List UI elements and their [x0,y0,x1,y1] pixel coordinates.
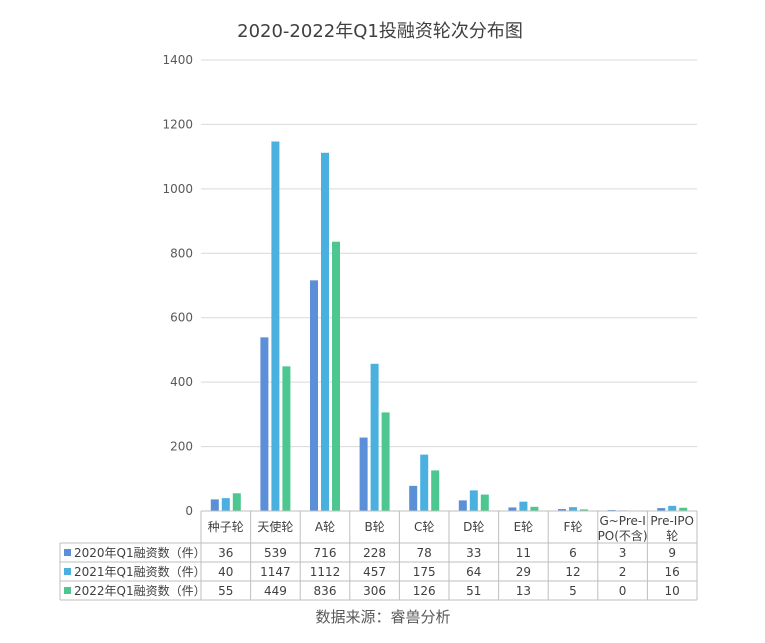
data-label: 64 [466,565,481,579]
y-tick-label: 1000 [162,182,193,196]
y-tick-label: 0 [185,504,193,518]
data-label: 29 [516,565,531,579]
category-label: C轮 [414,520,434,534]
data-label: 716 [314,546,337,560]
y-tick-label: 600 [170,311,193,325]
bar [221,498,230,511]
bars [210,141,688,511]
data-label: 2 [619,565,627,579]
category-label: B轮 [364,520,384,534]
data-label: 9 [668,546,676,560]
legend-label: 2021年Q1融资数（件） [74,564,206,579]
data-label: 51 [466,584,481,598]
category-label: 轮 [666,529,678,543]
data-label: 78 [417,546,432,560]
bar [458,500,467,511]
bar [359,437,368,511]
bar [558,509,566,511]
bar [210,499,219,511]
bar [580,509,588,511]
data-label: 1147 [260,565,291,579]
y-tick-label: 1200 [162,117,193,131]
bar [530,506,539,511]
data-label: 836 [314,584,337,598]
data-label: 16 [665,565,680,579]
legend-swatch [64,587,71,594]
bar [657,508,666,511]
data-label: 12 [565,565,580,579]
data-label: 126 [413,584,436,598]
chart-title: 2020-2022年Q1投融资轮次分布图 [237,21,523,42]
data-label: 1112 [310,565,341,579]
data-label: 457 [363,565,386,579]
bar [420,454,429,511]
category-label: D轮 [463,520,484,534]
data-label: 3 [619,546,627,560]
data-label: 5 [569,584,577,598]
data-label: 6 [569,546,577,560]
bar [332,241,340,511]
bar [668,505,677,511]
bar [370,363,379,511]
y-tick-label: 800 [170,246,193,260]
y-tick-label: 1400 [162,53,193,67]
y-tick-label: 400 [170,375,193,389]
bar [508,507,517,511]
data-label: 306 [363,584,386,598]
bar [271,141,280,511]
bar [519,501,528,511]
legend-label: 2020年Q1融资数（件） [74,545,206,560]
legend-label: 2022年Q1融资数（件） [74,583,206,598]
data-label: 175 [413,565,436,579]
data-label: 55 [218,584,233,598]
data-label: 449 [264,584,287,598]
bar [569,507,577,511]
data-label: 11 [516,546,531,560]
data-label: 10 [665,584,680,598]
y-tick-label: 200 [170,440,193,454]
category-label: Pre-IPO [650,514,694,528]
data-label: 33 [466,546,481,560]
bar [381,412,390,511]
data-label: 36 [218,546,233,560]
bar [260,337,269,511]
category-label: 天使轮 [257,519,293,534]
category-label: A轮 [315,520,335,534]
bar [232,493,241,511]
legend-swatch [64,549,71,556]
bar [321,152,329,511]
data-label: 0 [619,584,627,598]
bar [679,507,688,511]
bar [431,470,440,511]
bar [310,280,318,511]
category-label: G~Pre-I [599,514,645,528]
category-label: 种子轮 [208,520,244,534]
category-label: PO(不含) [598,528,648,543]
category-label: F轮 [564,520,583,534]
source-note: 数据来源：睿兽分析 [315,608,450,626]
bar [469,490,478,511]
bar [282,366,291,511]
data-label: 228 [363,546,386,560]
bar [409,485,418,511]
data-label: 40 [218,565,233,579]
bar [480,494,489,511]
data-label: 539 [264,546,287,560]
y-axis: 0 200 400 600 800 1000 1200 1400 [162,53,193,518]
category-label: E轮 [514,520,534,534]
data-label: 13 [516,584,531,598]
legend-swatch [64,568,71,575]
